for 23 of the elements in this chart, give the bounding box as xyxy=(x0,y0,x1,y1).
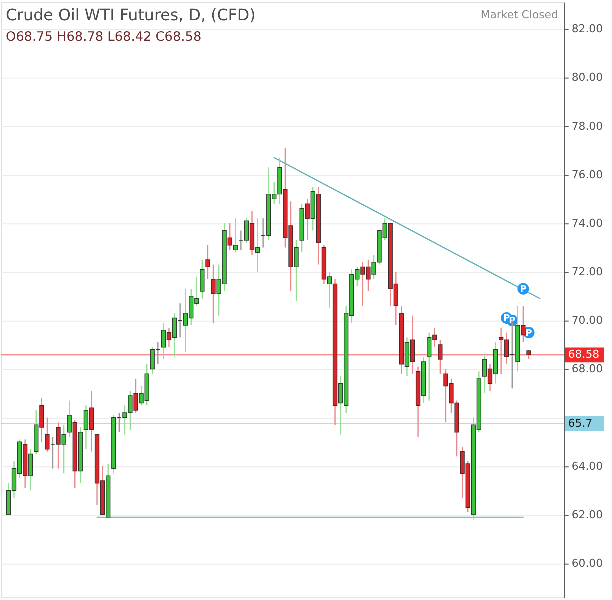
chart-title: Crude Oil WTI Futures, D, (CFD) xyxy=(6,5,256,24)
y-tick-label: 82.00 xyxy=(572,22,604,36)
candlestick xyxy=(200,259,205,300)
ref-line-label: 65.7 xyxy=(568,416,593,430)
ref-line-label: 68.58 xyxy=(568,348,600,362)
y-tick-label: 74.00 xyxy=(572,216,604,230)
annotation: Market Closed xyxy=(480,8,558,22)
y-tick-label: 80.00 xyxy=(572,71,604,84)
y-tick-label: 68.00 xyxy=(572,362,604,376)
y-tick-label: 64.00 xyxy=(572,460,604,473)
series-label: P xyxy=(504,314,511,324)
text: P xyxy=(526,328,532,339)
text: O68.75 H68.78 L68.42 C68.58 xyxy=(6,30,202,46)
y-tick-label: 76.00 xyxy=(572,168,604,182)
candlestick xyxy=(206,244,210,280)
y-tick-label: 70.00 xyxy=(572,314,604,328)
text: P xyxy=(520,285,527,296)
candlestick xyxy=(438,339,443,375)
text: P xyxy=(509,316,516,327)
y-tick-label: 62.00 xyxy=(572,508,604,522)
y-tick-label: 78.00 xyxy=(572,120,604,133)
y-tick-label: 60.00 xyxy=(572,557,604,570)
y-tick-label: 72.00 xyxy=(572,266,604,279)
